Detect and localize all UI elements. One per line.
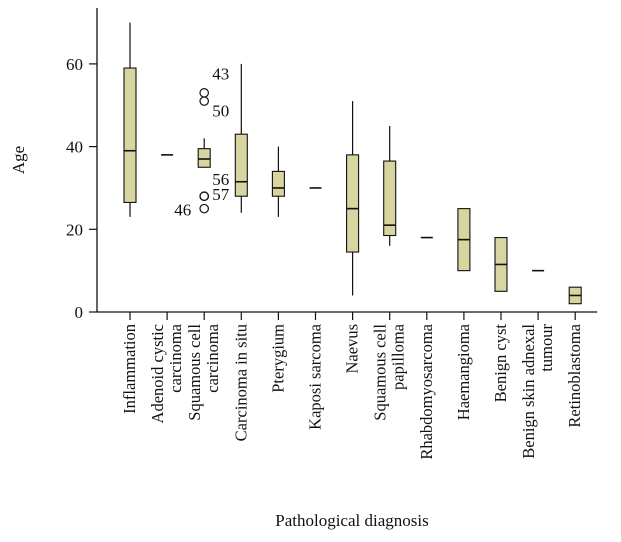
- box-plot-naevus: [346, 101, 360, 296]
- outlier-label: 46: [174, 201, 191, 220]
- outlier-label: 57: [212, 185, 230, 204]
- box-series: 43 50 56 46 57: [123, 22, 582, 305]
- category-label-line: papilloma: [389, 323, 408, 390]
- box-plot-squamous-cell-carcinoma: [197, 88, 211, 214]
- category-label-line: Squamous cell: [371, 324, 390, 421]
- box-plot-squamous-cell-papilloma: [383, 125, 397, 246]
- category-label: Pterygium: [268, 324, 287, 393]
- category-label-line: Benign skin adnexal: [519, 324, 538, 459]
- category-label: Haemangioma: [454, 323, 473, 420]
- outlier-label: 56: [212, 170, 229, 189]
- box-plot-inflammation: [123, 22, 137, 217]
- iqr-box: [271, 170, 285, 197]
- iqr-box: [346, 154, 360, 253]
- outlier-point: [199, 88, 209, 98]
- category-label: Retinoblastoma: [565, 323, 584, 427]
- category-label: Squamous cellcarcinoma: [185, 323, 222, 420]
- category-label-line: Carcinoma in situ: [231, 324, 250, 441]
- category-labels: Inflammation Adenoid cysticcarcinoma Squam…: [120, 323, 584, 459]
- category-label-line: Adenoid cystic: [148, 324, 167, 423]
- y-axis-title: Age: [9, 146, 28, 174]
- category-label: Carcinoma in situ: [231, 324, 250, 441]
- category-label-line: tumour: [537, 324, 556, 372]
- category-label: Benign skin adnexaltumour: [519, 324, 556, 459]
- category-label: Adenoid cysticcarcinoma: [148, 323, 185, 423]
- y-tick-label: 60: [66, 55, 83, 74]
- outlier-point: [199, 96, 209, 106]
- category-label-line: carcinoma: [203, 323, 222, 392]
- iqr-box: [383, 160, 397, 237]
- outlier-label: 43: [212, 64, 229, 83]
- x-axis-title: Pathological diagnosis: [275, 511, 428, 530]
- category-label-line: Retinoblastoma: [565, 323, 584, 427]
- outlier-label: 50: [212, 101, 229, 120]
- category-label: Kaposi sarcoma: [306, 323, 325, 430]
- box-plot-pterygium: [271, 146, 285, 217]
- box-plot-retinoblastoma: [568, 286, 582, 305]
- category-label-line: Benign cyst: [491, 324, 510, 403]
- y-tick-label: 40: [66, 138, 83, 157]
- category-label: Inflammation: [120, 324, 139, 414]
- category-label-line: Squamous cell: [185, 324, 204, 421]
- category-label-line: Pterygium: [268, 324, 287, 393]
- y-axis: 0 20 40 60: [66, 8, 98, 322]
- category-label-line: carcinoma: [166, 323, 185, 392]
- category-label-line: Inflammation: [120, 324, 139, 414]
- category-label-line: Kaposi sarcoma: [306, 323, 325, 430]
- category-label: Naevus: [343, 324, 362, 373]
- category-label: Squamous cellpapilloma: [371, 323, 408, 420]
- y-tick-label: 0: [75, 303, 84, 322]
- y-tick-label: 20: [66, 220, 83, 239]
- category-label: Rhabdomyosarcoma: [417, 323, 436, 459]
- category-label-line: Rhabdomyosarcoma: [417, 323, 436, 459]
- category-label-line: Naevus: [343, 324, 362, 373]
- outlier-point: [199, 203, 209, 214]
- box-plot-haemangioma: [457, 208, 471, 272]
- x-axis: [97, 311, 598, 320]
- box-plot-carcinoma-in-situ: [234, 63, 248, 213]
- outlier-point: [199, 191, 209, 202]
- box-plot-benign-cyst: [494, 237, 508, 292]
- category-label-line: Haemangioma: [454, 323, 473, 420]
- iqr-box: [123, 67, 137, 203]
- category-label: Benign cyst: [491, 324, 510, 403]
- iqr-box: [197, 148, 211, 168]
- iqr-box: [234, 133, 248, 197]
